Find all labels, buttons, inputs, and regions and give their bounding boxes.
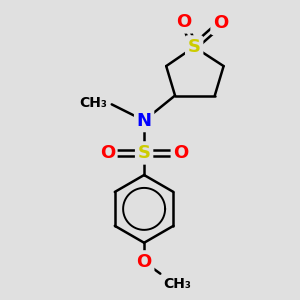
Text: CH₃: CH₃ bbox=[80, 96, 107, 110]
Text: O: O bbox=[136, 253, 152, 271]
Text: N: N bbox=[136, 112, 152, 130]
Text: S: S bbox=[138, 144, 151, 162]
Text: O: O bbox=[100, 144, 115, 162]
Text: O: O bbox=[213, 14, 228, 32]
Text: O: O bbox=[176, 13, 191, 31]
Text: S: S bbox=[188, 38, 201, 56]
Text: O: O bbox=[173, 144, 188, 162]
Text: CH₃: CH₃ bbox=[163, 277, 191, 291]
